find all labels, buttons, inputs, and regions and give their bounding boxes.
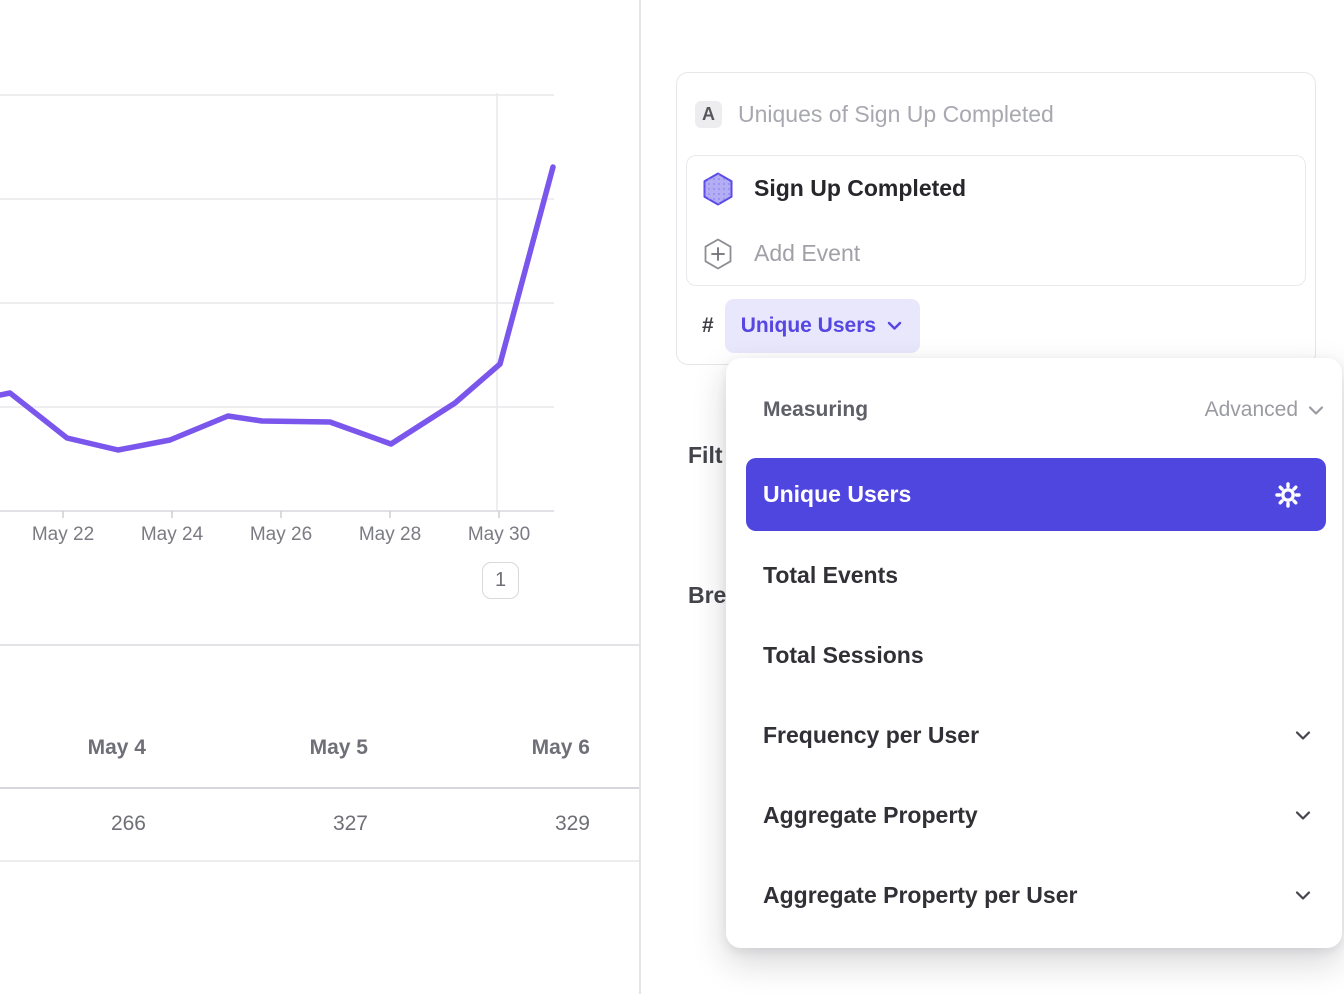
panel-divider bbox=[639, 0, 641, 994]
menu-item-frequency-per-user[interactable]: Frequency per User bbox=[726, 695, 1342, 775]
series-row: A Uniques of Sign Up Completed bbox=[695, 101, 1054, 128]
menu-item-label: Total Sessions bbox=[763, 641, 924, 668]
dropdown-header: Measuring Advanced bbox=[763, 390, 1324, 430]
series-badge: A bbox=[695, 101, 722, 128]
measure-row: # Unique Users bbox=[677, 299, 1315, 353]
x-tick-label: May 26 bbox=[249, 524, 313, 545]
pagination-badge[interactable]: 1 bbox=[482, 562, 519, 599]
hash-symbol: # bbox=[702, 314, 714, 337]
x-tick-label: May 30 bbox=[467, 524, 531, 545]
x-tick-label: May 28 bbox=[358, 524, 422, 545]
table-value-cell: 329 bbox=[554, 812, 590, 835]
x-tick-label: May 24 bbox=[140, 524, 204, 545]
trend-line-chart bbox=[0, 93, 556, 518]
event-row[interactable]: Sign Up Completed bbox=[687, 156, 1305, 221]
section-label-breakdowns: Bre bbox=[688, 582, 727, 608]
menu-item-total-events[interactable]: Total Events bbox=[726, 535, 1342, 615]
measure-value-label: Unique Users bbox=[740, 314, 877, 337]
chevron-down-icon bbox=[1308, 405, 1324, 415]
menu-item-label: Frequency per User bbox=[763, 721, 980, 748]
event-name: Sign Up Completed bbox=[754, 175, 967, 201]
menu-item-label: Aggregate Property bbox=[763, 801, 978, 828]
menu-item-aggregate-property[interactable]: Aggregate Property bbox=[726, 775, 1342, 855]
table-row-divider bbox=[0, 860, 639, 862]
event-hexagon-icon bbox=[701, 172, 735, 206]
event-card: Sign Up Completed Add Event bbox=[686, 155, 1306, 286]
chevron-down-icon bbox=[1295, 730, 1311, 740]
advanced-selector[interactable]: Advanced bbox=[1205, 398, 1324, 422]
query-card: A Uniques of Sign Up Completed bbox=[676, 72, 1316, 365]
table-header-cell: May 5 bbox=[309, 736, 368, 759]
table-value-cell: 327 bbox=[332, 812, 368, 835]
advanced-label: Advanced bbox=[1204, 398, 1298, 421]
chevron-down-icon bbox=[1295, 810, 1311, 820]
section-divider bbox=[0, 644, 639, 646]
menu-item-label: Unique Users bbox=[763, 481, 912, 507]
add-event-row[interactable]: Add Event bbox=[687, 221, 1305, 286]
add-event-icon bbox=[701, 238, 735, 270]
table-header-divider bbox=[0, 787, 639, 789]
table-header-cell: May 4 bbox=[87, 736, 146, 759]
gear-icon[interactable] bbox=[1274, 481, 1302, 509]
menu-item-unique-users[interactable]: Unique Users bbox=[746, 458, 1326, 531]
x-tick-label: May 22 bbox=[31, 524, 95, 545]
chevron-down-icon bbox=[1295, 890, 1311, 900]
chart-panel: May 22 May 24 May 26 May 28 May 30 1 May… bbox=[0, 0, 639, 994]
add-event-label: Add Event bbox=[754, 240, 861, 266]
menu-item-label: Total Events bbox=[763, 561, 899, 588]
menu-item-total-sessions[interactable]: Total Sessions bbox=[726, 615, 1342, 695]
chart-line bbox=[0, 164, 556, 453]
series-title: Uniques of Sign Up Completed bbox=[738, 101, 1054, 127]
table-header-cell: May 6 bbox=[531, 736, 590, 759]
measuring-dropdown-menu: Measuring Advanced Unique Users bbox=[726, 358, 1342, 948]
measuring-label: Measuring bbox=[763, 398, 869, 421]
menu-item-label: Aggregate Property per User bbox=[763, 881, 1078, 908]
unique-users-dropdown-button[interactable]: Unique Users bbox=[724, 299, 921, 353]
menu-item-aggregate-property-per-user[interactable]: Aggregate Property per User bbox=[726, 855, 1342, 935]
chevron-down-icon bbox=[887, 321, 902, 330]
section-label-filters: Filt bbox=[688, 442, 723, 468]
table-value-cell: 266 bbox=[110, 812, 146, 835]
